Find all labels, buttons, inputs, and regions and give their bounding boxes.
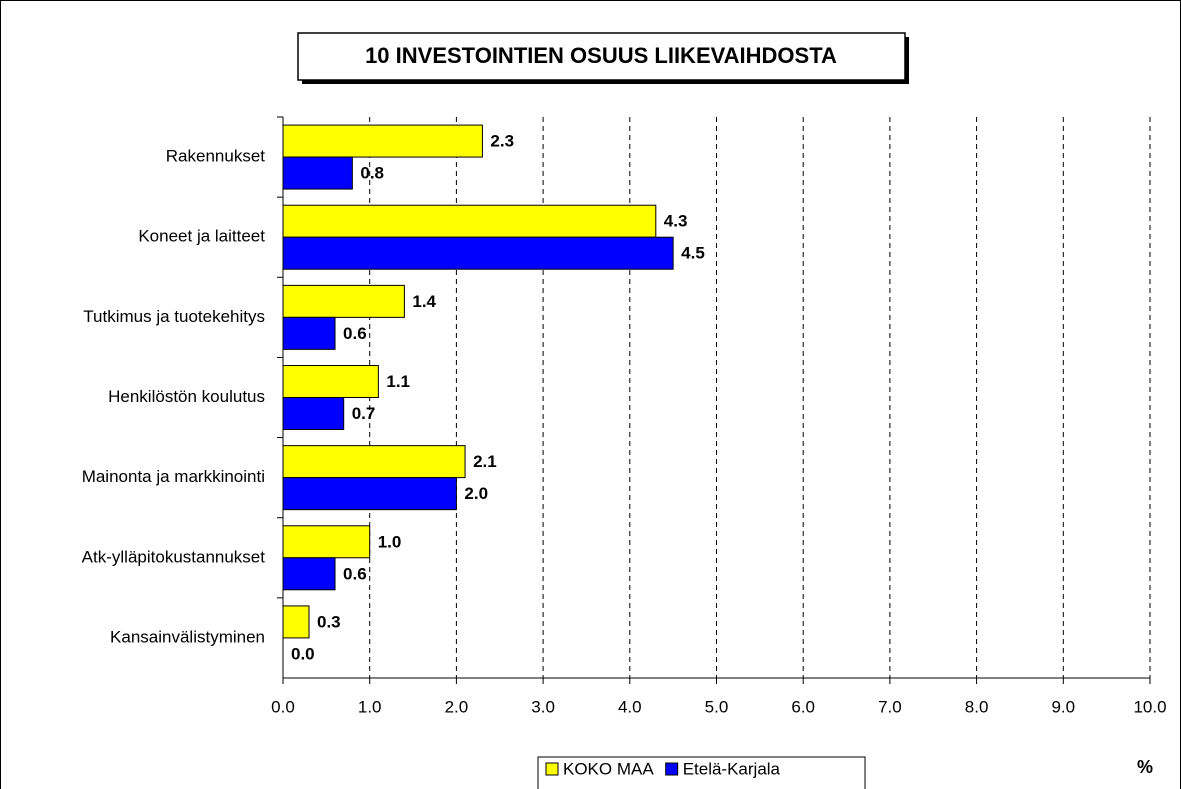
value-label: 2.1 [473, 452, 497, 471]
title-box [297, 32, 906, 81]
value-label: 4.3 [664, 212, 688, 231]
legend-label: Etelä-Karjala [683, 759, 781, 778]
value-label: 2.3 [490, 132, 514, 151]
x-tick-label: 4.0 [618, 697, 642, 716]
x-tick-label: 5.0 [705, 697, 729, 716]
x-tick-label: 2.0 [445, 697, 469, 716]
chart-title: 10 INVESTOINTIEN OSUUS LIIKEVAIHDOSTA [365, 43, 837, 68]
legend-swatch [545, 762, 559, 776]
bar [282, 316, 336, 350]
value-label: 0.6 [343, 564, 367, 583]
y-tick-label: Rakennukset [166, 147, 266, 166]
x-axis-label: % [1137, 757, 1153, 777]
x-tick-label: 7.0 [878, 697, 902, 716]
value-label: 0.0 [291, 644, 315, 663]
value-label: 0.6 [343, 324, 367, 343]
value-label: 0.3 [317, 612, 341, 631]
value-label: 0.7 [352, 404, 376, 423]
value-label: 0.8 [360, 164, 384, 183]
x-tick-label: 10.0 [1133, 697, 1166, 716]
bar [282, 204, 657, 238]
x-tick-label: 1.0 [358, 697, 382, 716]
y-tick-label: Koneet ja laitteet [138, 227, 265, 246]
bar [282, 557, 336, 591]
bar [282, 445, 466, 479]
legend-swatch [665, 762, 679, 776]
y-tick-label: Atk-ylläpitokustannukset [82, 547, 266, 566]
bar [282, 477, 457, 511]
x-tick-label: 3.0 [531, 697, 555, 716]
legend-label: KOKO MAA [563, 759, 654, 778]
x-tick-label: 0.0 [271, 697, 295, 716]
y-tick-label: Henkilöstön koulutus [108, 387, 265, 406]
x-tick-label: 9.0 [1051, 697, 1075, 716]
y-tick-label: Mainonta ja markkinointi [82, 467, 265, 486]
value-label: 1.0 [378, 532, 402, 551]
bar [282, 605, 310, 639]
y-tick-label: Kansainvälistyminen [110, 627, 265, 646]
value-label: 1.4 [412, 292, 436, 311]
bar [282, 397, 345, 430]
value-label: 2.0 [464, 484, 488, 503]
bar [282, 525, 371, 559]
bar [282, 236, 674, 270]
y-tick-label: Tutkimus ja tuotekehitys [83, 307, 265, 326]
x-tick-label: 6.0 [791, 697, 815, 716]
legend-box [537, 756, 866, 789]
value-label: 4.5 [681, 244, 705, 263]
bar [282, 284, 405, 318]
bar [282, 124, 483, 158]
x-tick-label: 8.0 [965, 697, 989, 716]
bar [282, 365, 379, 398]
value-label: 1.1 [386, 372, 410, 391]
bar [282, 156, 353, 190]
